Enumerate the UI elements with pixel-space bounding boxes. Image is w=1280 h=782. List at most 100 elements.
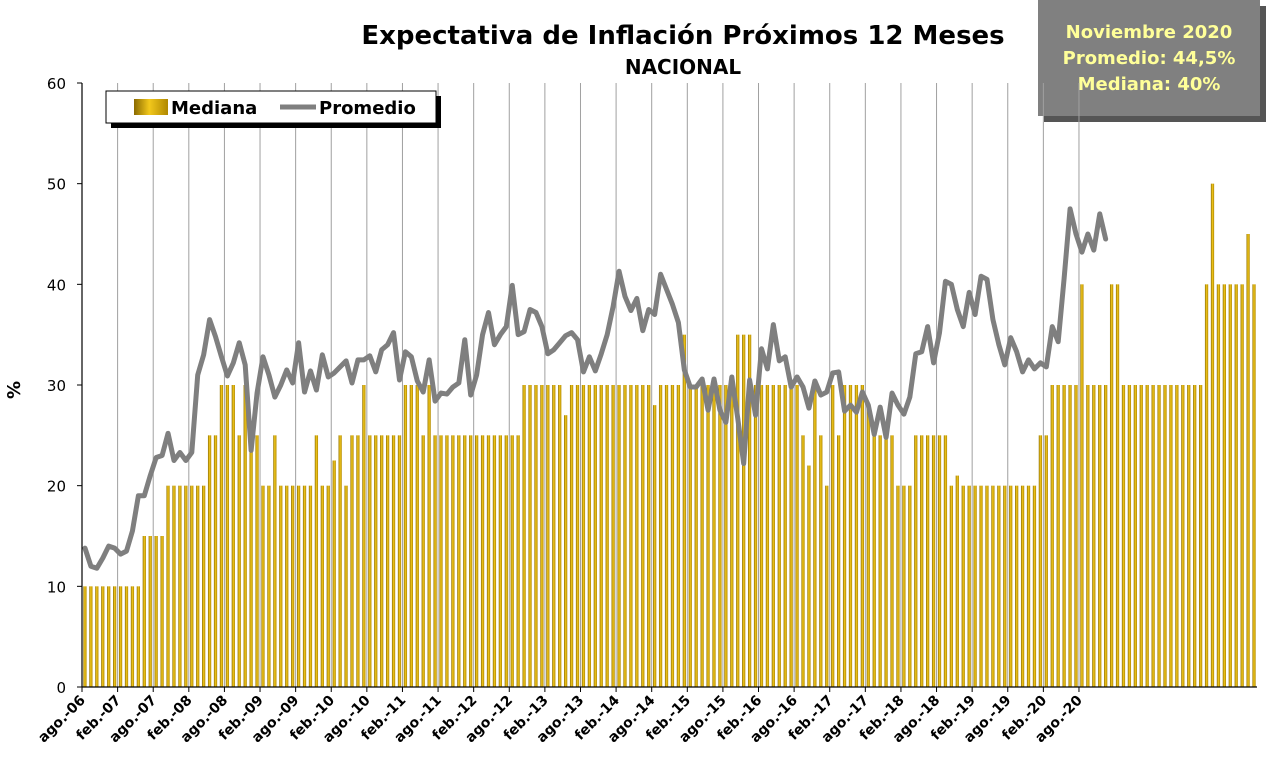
bar-mediana xyxy=(160,536,164,687)
bar-mediana xyxy=(564,415,568,687)
bar-mediana xyxy=(670,385,675,687)
bar-mediana xyxy=(943,435,948,687)
bar-mediana xyxy=(107,586,111,687)
bar-mediana xyxy=(617,385,621,687)
bar-mediana xyxy=(249,435,253,687)
bar-mediana xyxy=(1038,435,1043,687)
bar-mediana xyxy=(1109,284,1114,687)
info-box: Noviembre 2020 Promedio: 44,5% Mediana: … xyxy=(1038,0,1266,122)
bar-mediana xyxy=(1068,385,1072,687)
bars-mediana xyxy=(83,183,1256,687)
bar-mediana xyxy=(1246,234,1250,687)
bar-mediana xyxy=(415,385,419,687)
bar-mediana xyxy=(308,485,313,687)
bar-mediana xyxy=(1151,385,1155,687)
bar-mediana xyxy=(742,334,746,687)
bar-mediana xyxy=(1104,385,1108,687)
bar-mediana xyxy=(1228,284,1232,687)
bar-mediana xyxy=(694,385,698,687)
bar-mediana xyxy=(1157,385,1161,687)
bar-mediana xyxy=(777,385,781,687)
bar-mediana xyxy=(1163,385,1167,687)
bar-mediana xyxy=(700,385,704,687)
bar-mediana xyxy=(83,586,87,687)
bar-mediana xyxy=(795,385,799,687)
bar-mediana xyxy=(409,385,413,687)
bar-mediana xyxy=(421,435,425,687)
series-line-promedio xyxy=(82,206,1109,571)
bar-mediana xyxy=(819,435,823,687)
info-box-background xyxy=(1038,0,1260,116)
bar-mediana xyxy=(113,586,117,687)
bar-mediana xyxy=(860,385,864,687)
bar-mediana xyxy=(623,385,627,687)
bar-mediana xyxy=(1015,485,1019,687)
legend-swatch-mediana xyxy=(134,99,168,115)
bar-mediana xyxy=(789,385,793,687)
bar-mediana xyxy=(890,435,894,687)
bar-mediana xyxy=(1020,485,1025,687)
bar-mediana xyxy=(1026,485,1031,687)
bar-mediana xyxy=(142,536,146,687)
bar-mediana xyxy=(202,485,206,687)
bar-mediana xyxy=(184,485,188,687)
bar-mediana xyxy=(997,485,1001,687)
bar-mediana xyxy=(1032,485,1037,687)
bar-mediana xyxy=(504,435,508,687)
bar-mediana xyxy=(884,435,888,687)
bar-mediana xyxy=(1127,385,1132,687)
bar-mediana xyxy=(451,435,455,687)
bar-mediana xyxy=(302,485,307,687)
bar-mediana xyxy=(196,485,200,687)
bar-mediana xyxy=(949,485,954,687)
bar-mediana xyxy=(1080,284,1084,687)
bar-mediana xyxy=(118,586,123,687)
bar-mediana xyxy=(510,435,514,687)
bar-mediana xyxy=(771,385,775,687)
bar-mediana xyxy=(813,385,817,687)
bar-mediana xyxy=(825,485,829,687)
bar-mediana xyxy=(599,385,603,687)
legend-label-mediana: Mediana xyxy=(171,98,257,119)
bar-mediana xyxy=(1204,284,1209,687)
info-box-line-2: Promedio: 44,5% xyxy=(1063,48,1236,69)
bar-mediana xyxy=(1169,385,1173,687)
bar-mediana xyxy=(291,485,295,687)
bar-mediana xyxy=(736,334,740,687)
bar-mediana xyxy=(854,385,859,687)
bar-mediana xyxy=(101,586,105,687)
bar-mediana xyxy=(391,435,396,687)
bar-mediana xyxy=(1115,284,1120,687)
bar-mediana xyxy=(682,334,686,687)
bar-mediana xyxy=(255,435,259,687)
bar-mediana xyxy=(967,485,971,687)
bar-mediana xyxy=(356,435,360,687)
bar-mediana xyxy=(1003,485,1007,687)
bar-mediana xyxy=(296,485,301,687)
bar-mediana xyxy=(267,485,271,687)
bar-mediana xyxy=(1074,385,1078,687)
axes: ago.-06feb.-07ago.-07feb.-08ago.-08feb.-… xyxy=(35,75,1257,746)
bar-mediana xyxy=(1092,385,1096,687)
bar-mediana xyxy=(878,435,882,687)
bar-mediana xyxy=(569,385,574,687)
bar-mediana xyxy=(433,435,437,687)
bar-mediana xyxy=(178,485,182,687)
bar-mediana xyxy=(575,385,580,687)
y-tick-label: 20 xyxy=(47,478,66,496)
bar-mediana xyxy=(207,435,212,687)
bar-mediana xyxy=(914,435,918,687)
bar-mediana xyxy=(1234,284,1238,687)
bar-mediana xyxy=(647,385,651,687)
bar-mediana xyxy=(759,385,764,687)
bar-mediana xyxy=(439,435,443,687)
bar-mediana xyxy=(605,385,609,687)
bar-mediana xyxy=(374,435,378,687)
bar-mediana xyxy=(920,435,924,687)
bar-mediana xyxy=(801,435,805,687)
bar-mediana xyxy=(1240,284,1244,687)
bar-mediana xyxy=(362,385,366,687)
bar-mediana xyxy=(350,435,354,687)
bar-mediana xyxy=(718,385,722,687)
